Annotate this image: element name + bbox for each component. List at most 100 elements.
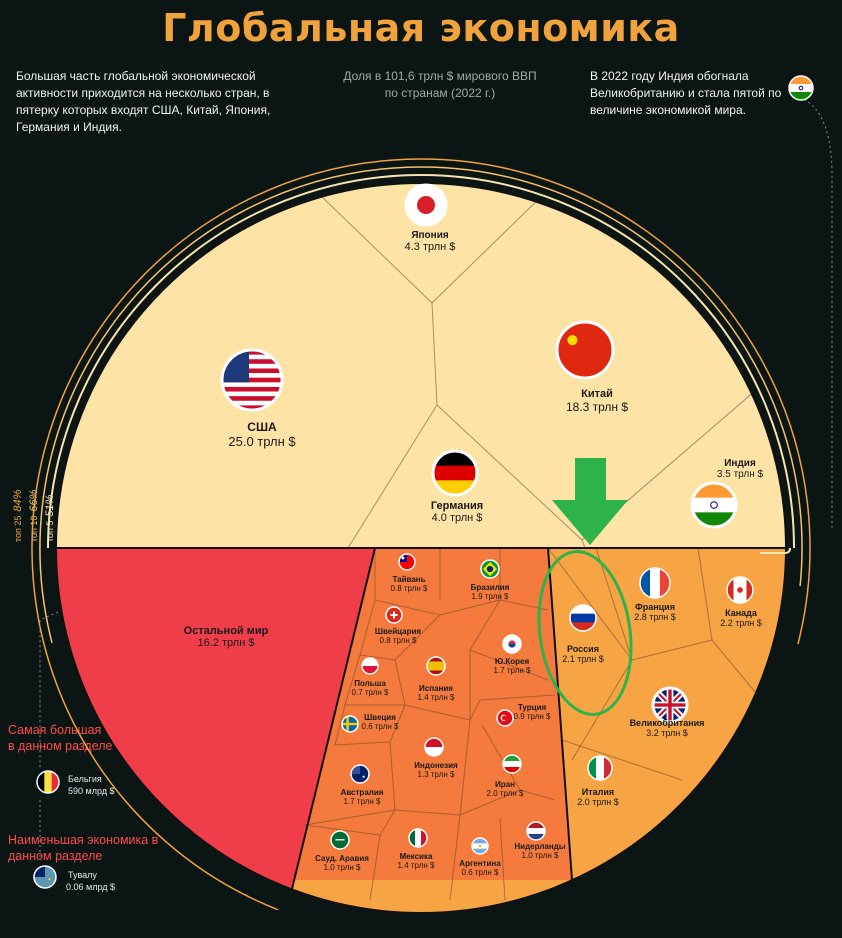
cell-border: [319, 194, 433, 304]
largest-note-country: Бельгия: [68, 774, 102, 784]
flag-india-icon: [690, 481, 738, 529]
section-divider: [547, 547, 573, 881]
cell-border: [394, 809, 461, 816]
cell-border: [389, 704, 406, 743]
leader-line: [789, 94, 833, 530]
country-name: Италия: [581, 787, 615, 797]
flag-taiwan-icon: [398, 553, 416, 571]
flag-poland-icon: [361, 657, 379, 675]
cell-border: [469, 649, 549, 681]
country-value: 4.3 трлн $: [404, 241, 456, 253]
country-value: 1.4 трлн $: [417, 693, 455, 702]
country-value: 1.9 трлн $: [471, 592, 509, 601]
tier-arc-top10: [39, 166, 803, 643]
tier-arc-top25: [31, 158, 811, 911]
country-name: Турция: [517, 703, 547, 712]
country-name: Нидерланды: [514, 842, 566, 851]
cell-border: [581, 539, 586, 549]
flag-sweden-icon: [341, 715, 359, 733]
cell-border: [479, 694, 556, 701]
flag-turkey-icon: [496, 709, 514, 727]
cell-border: [404, 704, 471, 721]
flag-uk-icon: [651, 686, 689, 724]
country-name: Остальной мир: [183, 625, 269, 637]
country-name: Австралия: [340, 788, 384, 797]
country-value: 2.0 трлн $: [577, 797, 619, 807]
cell-border: [359, 599, 376, 656]
smallest-note-label: Наименьшая экономика в данном разделе: [8, 833, 159, 863]
country-name: Россия: [567, 644, 599, 654]
country-value: 2.0 трлн $: [486, 789, 524, 798]
tier-bracket: [760, 547, 791, 554]
highlight-ellipse: [537, 550, 633, 716]
country-label: Германия 4.0 трлн $: [431, 500, 483, 524]
country-value: 25.0 трлн $: [228, 434, 296, 449]
country-label: Испания 1.4 трлн $: [418, 684, 455, 702]
country-value: 18.3 трлн $: [565, 400, 629, 414]
country-label: Аргентина 0.6 трлн $: [459, 859, 500, 877]
country-label: Сауд. Аравия 1.0 трлн $: [315, 854, 369, 872]
country-label: Остальной мир 16.2 трлн $: [184, 625, 269, 649]
flag-saudi-icon: [330, 830, 350, 850]
cell-border: [394, 659, 406, 706]
country-label: Китай 18.3 трлн $: [566, 388, 628, 414]
cell-border: [379, 809, 396, 836]
flag-switzerland-icon: [385, 606, 403, 624]
country-value: 1.7 трлн $: [493, 666, 531, 675]
country-value: 4.0 трлн $: [431, 512, 483, 524]
country-value: 0.6 трлн $: [361, 722, 399, 731]
country-name: Ю.Корея: [494, 657, 530, 666]
smallest-note-country: Тувалу: [68, 870, 97, 880]
flag-tuvalu-icon: [33, 865, 57, 889]
cell-border: [459, 719, 471, 816]
country-name: США: [247, 420, 277, 434]
country-value: 16.2 трлн $: [197, 637, 255, 649]
cell-border: [519, 789, 556, 801]
cell-border: [394, 614, 441, 661]
country-value: 1.0 трлн $: [521, 851, 559, 860]
tier-arc-top5: [47, 174, 795, 549]
flag-iran-icon: [502, 754, 522, 774]
cell-border: [304, 809, 396, 826]
chart-subtitle: Доля в 101,6 трлн $ мирового ВВП по стра…: [343, 69, 537, 100]
country-label: Индия 3.5 трлн $: [717, 458, 763, 480]
country-label: Швеция 0.6 трлн $: [362, 713, 399, 731]
flag-australia-icon: [350, 764, 370, 784]
leader-line: [39, 611, 59, 770]
largest-note-value: 590 млрд $: [68, 786, 115, 796]
country-name: Польша: [354, 679, 386, 688]
smallest-note-value: 0.06 млрд $: [66, 882, 116, 892]
cell-border: [334, 704, 346, 746]
flag-korea-icon: [502, 634, 522, 654]
country-label: Тайвань 0.8 трлн $: [391, 575, 428, 593]
country-label: Иран 2.0 трлн $: [487, 780, 524, 798]
cell-border: [459, 789, 521, 816]
country-label: Бразилия 1.9 трлн $: [471, 583, 510, 601]
country-name: Мексика: [399, 852, 433, 861]
cell-border: [595, 547, 633, 661]
flag-indonesia-icon: [424, 737, 444, 757]
country-name: Индонезия: [414, 761, 458, 770]
country-value: 0.8 трлн $: [390, 584, 428, 593]
cell-border: [359, 654, 396, 661]
country-label: Великобритания 3.2 трлн $: [630, 718, 705, 738]
flag-japan-icon: [404, 183, 448, 227]
flag-argentina-icon: [471, 837, 489, 855]
flag-brazil-icon: [480, 559, 500, 579]
country-value: 0.8 трлн $: [379, 636, 417, 645]
flag-belgium-icon: [36, 770, 60, 794]
country-name: Швеция: [364, 713, 396, 722]
cell-border: [431, 189, 549, 304]
cell-border: [439, 599, 501, 616]
cell-border: [304, 824, 381, 836]
country-label: Австралия 1.7 трлн $: [341, 788, 384, 806]
cell-border: [697, 547, 713, 641]
cell-border: [571, 659, 633, 761]
country-value: 1.3 трлн $: [417, 770, 455, 779]
country-label: Индонезия 1.3 трлн $: [414, 761, 457, 779]
cell-border: [347, 404, 438, 549]
cell-border: [631, 639, 713, 661]
intro-text-right: В 2022 году Индия обогнала Великобритани…: [590, 69, 782, 117]
cell-border: [469, 599, 501, 651]
